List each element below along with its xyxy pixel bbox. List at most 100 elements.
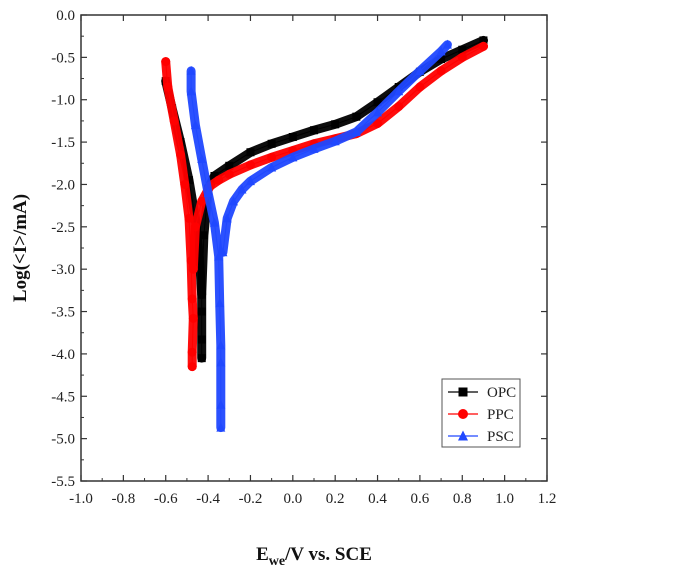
x-tick-label: 0.0	[283, 491, 302, 507]
data-point	[442, 39, 452, 49]
data-point	[187, 362, 197, 372]
data-point	[224, 169, 234, 179]
x-tick-label: 0.4	[368, 491, 387, 507]
data-point	[216, 357, 226, 367]
plot-marks	[161, 35, 488, 433]
data-point	[415, 82, 425, 92]
data-point	[197, 307, 206, 316]
data-point	[222, 213, 232, 223]
y-tick-label: 0.0	[56, 8, 75, 24]
y-axis-title: Log(<I>/mA)	[10, 194, 31, 302]
data-point	[218, 247, 228, 257]
data-point	[187, 347, 197, 357]
legend: OPC PPC PSC	[441, 378, 521, 448]
data-point	[197, 354, 206, 363]
data-point	[210, 171, 219, 180]
y-tick-label: -5.0	[51, 432, 75, 448]
data-point	[163, 82, 173, 92]
data-point	[229, 196, 239, 206]
data-point	[373, 98, 382, 107]
legend-label: OPC	[487, 385, 516, 401]
data-point	[310, 126, 318, 135]
data-point	[288, 152, 298, 162]
data-point	[216, 340, 226, 350]
data-point	[209, 217, 219, 227]
data-point	[436, 46, 446, 56]
data-point	[267, 139, 276, 148]
data-point	[245, 160, 255, 170]
data-point	[185, 176, 194, 185]
y-tick-label: -5.5	[51, 474, 75, 490]
data-point	[184, 213, 194, 223]
data-point	[415, 65, 425, 75]
data-point	[186, 86, 196, 96]
x-tick-label: 1.0	[495, 491, 514, 507]
axes: -1.0 -0.8 -0.6 -0.4 -0.2 0.0 0.2 0.4 0.6 0.8 1.0 1.…	[51, 8, 556, 507]
x-tick-label: 0.2	[326, 491, 345, 507]
y-tick-label: -1.5	[51, 135, 75, 151]
x-tick-label: 0.8	[453, 491, 472, 507]
data-point	[330, 136, 340, 146]
data-point	[351, 126, 361, 136]
data-point	[188, 313, 198, 323]
x-tick-label: -0.6	[154, 491, 178, 507]
data-point	[288, 133, 297, 142]
data-point	[267, 152, 277, 162]
series-thin-line	[190, 70, 222, 428]
data-point	[457, 52, 467, 62]
data-point	[190, 120, 200, 130]
legend-label: PSC	[487, 429, 514, 445]
data-point	[203, 187, 213, 197]
legend-label: PPC	[487, 407, 514, 423]
data-point	[197, 196, 207, 206]
y-tick-label: -4.0	[51, 347, 75, 363]
y-tick-label: -3.5	[51, 305, 75, 321]
x-tick-label: 0.6	[411, 491, 430, 507]
data-point	[394, 102, 404, 112]
data-point	[197, 290, 206, 299]
data-point	[478, 41, 488, 51]
data-point	[214, 175, 224, 185]
x-tick-label: -0.8	[111, 491, 135, 507]
x-tick-label: 1.2	[538, 491, 557, 507]
data-point	[373, 107, 383, 117]
y-tick-label: -1.0	[51, 93, 75, 109]
data-point	[331, 120, 340, 129]
data-point	[458, 45, 467, 54]
series-psc	[186, 39, 452, 433]
x-tick-label: -0.2	[239, 491, 263, 507]
y-tick-label: -4.5	[51, 389, 75, 405]
data-point	[436, 66, 446, 76]
legend-marker-triangle	[458, 430, 468, 441]
data-point	[187, 294, 197, 304]
x-axis-title: Ewe/V vs. SCE	[256, 544, 372, 569]
data-point	[169, 116, 179, 126]
data-point	[197, 154, 207, 164]
x-tick-label: -1.0	[69, 491, 93, 507]
data-point	[245, 176, 255, 186]
data-point	[352, 112, 361, 121]
data-point	[197, 335, 206, 344]
data-point	[237, 184, 247, 194]
legend-marker-square	[458, 387, 468, 397]
data-point	[180, 179, 190, 189]
data-point	[437, 55, 446, 64]
data-point	[199, 231, 208, 240]
data-point	[186, 65, 196, 75]
data-point	[373, 118, 383, 128]
data-point	[215, 298, 225, 308]
data-point	[309, 143, 319, 153]
data-point	[394, 86, 404, 96]
data-point	[225, 161, 234, 170]
y-tick-label: -2.0	[51, 177, 75, 193]
data-point	[479, 36, 488, 45]
data-point	[190, 222, 200, 232]
x-tick-label: -0.4	[196, 491, 220, 507]
y-tick-label: -0.5	[51, 50, 75, 66]
y-tick-label: -3.0	[51, 262, 75, 278]
data-point	[176, 150, 186, 160]
data-point	[267, 162, 277, 172]
data-point	[216, 422, 226, 432]
data-point	[161, 57, 171, 67]
